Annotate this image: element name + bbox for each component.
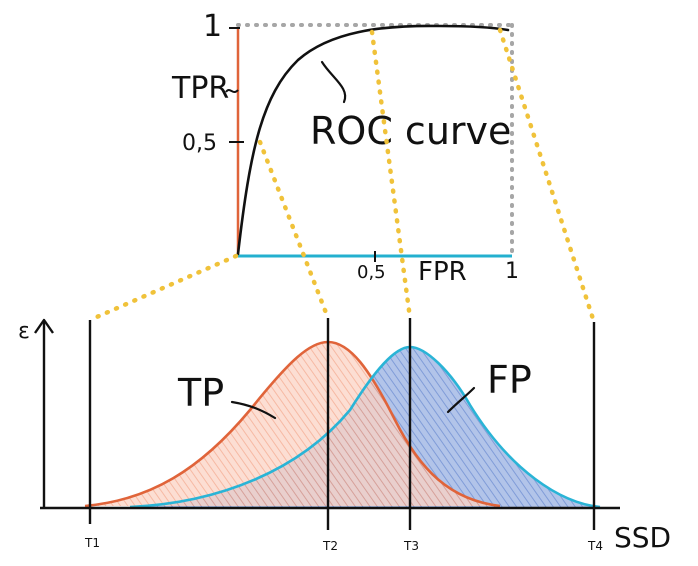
connector-t1 xyxy=(87,253,239,323)
roc-curve xyxy=(236,24,510,256)
roc-panel: 1 0,5 TPR 0,5 1 FPR ROC curve xyxy=(171,9,519,287)
distribution-panel: ε TP FP SSD T1 T2 T3 T4 xyxy=(18,318,671,554)
tpr-axis-label: TPR xyxy=(171,71,229,106)
connector-t3 xyxy=(369,29,413,321)
roc-curve-pointer xyxy=(320,60,347,104)
threshold-label-t1: T1 xyxy=(84,536,100,550)
tp-pointer xyxy=(230,400,277,420)
tp-label: TP xyxy=(177,371,224,415)
tpr-label-tilde xyxy=(225,89,239,93)
epsilon-axis-label: ε xyxy=(18,319,30,344)
epsilon-axis-arrow-icon xyxy=(34,318,54,334)
connector-t2 xyxy=(257,139,331,321)
fp-label: FP xyxy=(487,358,532,402)
threshold-label-t2: T2 xyxy=(322,539,338,553)
tpr-tick-half-label: 0,5 xyxy=(182,131,217,156)
fpr-axis-label: FPR xyxy=(418,257,467,287)
fp-pointer xyxy=(446,386,476,414)
threshold-label-t4: T4 xyxy=(587,539,603,553)
fpr-tick-half-label: 0,5 xyxy=(357,262,386,283)
connector-lines xyxy=(87,27,597,325)
tp-distribution-fill xyxy=(85,342,500,506)
roc-curve-label: ROC curve xyxy=(310,109,511,153)
fpr-tick-one-label: 1 xyxy=(505,259,519,284)
threshold-label-t3: T3 xyxy=(403,539,419,553)
ssd-axis-label: SSD xyxy=(614,521,671,554)
connector-t4 xyxy=(497,27,597,325)
tpr-tick-top-label: 1 xyxy=(203,9,222,44)
